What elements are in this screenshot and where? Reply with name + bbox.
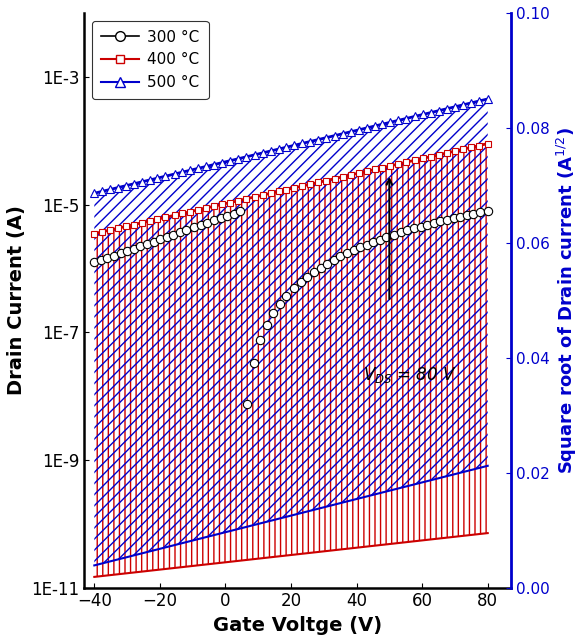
Y-axis label: Square root of Drain current (A$^{1/2}$): Square root of Drain current (A$^{1/2}$) [555, 127, 579, 474]
Legend: 300 °C, 400 °C, 500 °C: 300 °C, 400 °C, 500 °C [92, 21, 209, 100]
Y-axis label: Drain Current (A): Drain Current (A) [7, 205, 26, 395]
Text: $V_{DS}$ = 80 V: $V_{DS}$ = 80 V [363, 365, 456, 385]
X-axis label: Gate Voltge (V): Gate Voltge (V) [213, 616, 382, 635]
